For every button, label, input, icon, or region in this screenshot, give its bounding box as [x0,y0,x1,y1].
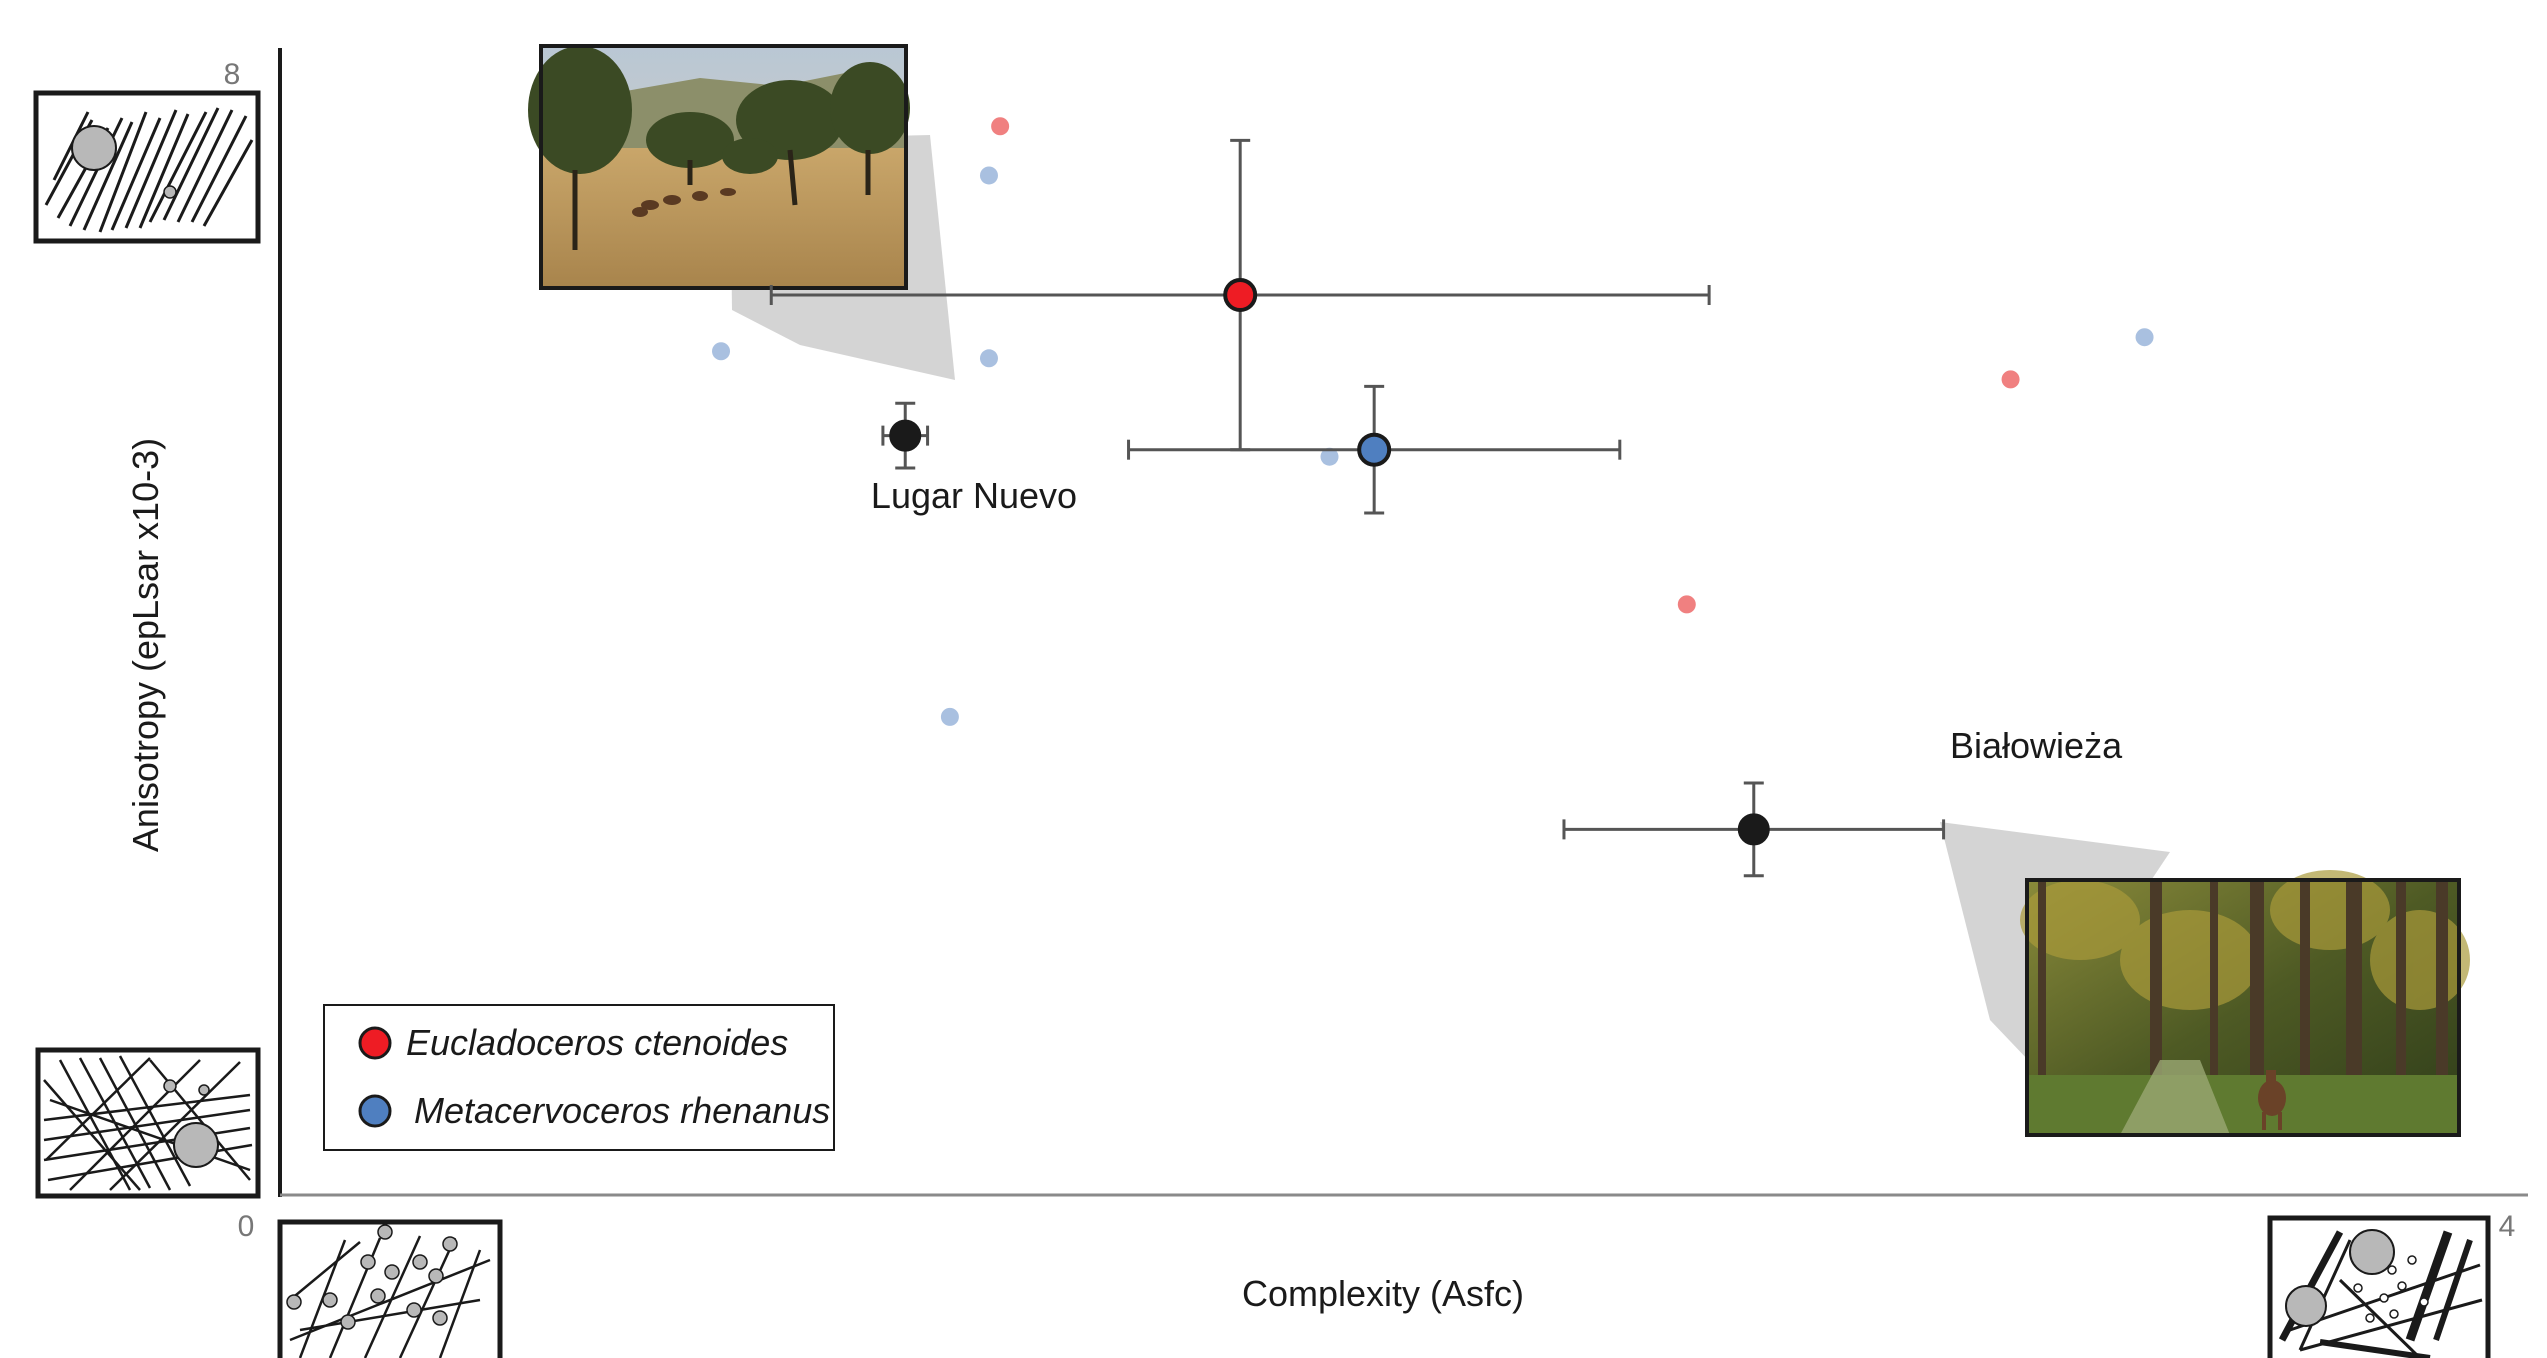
x-axis-title: Complexity (Asfc) [1242,1273,1524,1314]
schematic-bottom-left [35,1047,261,1199]
legend-label-metacervoceros: Metacervoceros rhenanus [414,1090,830,1131]
lugar-nuevo-photo-callout [528,44,955,380]
series-1-mean-marker [1357,432,1392,467]
axes [278,48,2528,1197]
legend-box [323,1004,835,1151]
legend-label-eucladoceros: Eucladoceros ctenoides [406,1022,788,1063]
site-label-lugar-nuevo: Lugar Nuevo [871,475,1077,516]
schematic-bottom-x-left [277,1219,503,1358]
y-tick-top: 8 [224,58,241,91]
series-0-mean-marker [1223,278,1258,312]
reference-site-0-mean-marker [889,419,922,452]
bialowieza-photo-callout [1940,822,2470,1137]
x-tick-left: 0 [238,1210,255,1243]
legend: Eucladoceros ctenoides Metacervoceros rh… [323,1004,835,1151]
plot-area [712,117,2154,878]
lugar-nuevo-habitat-photo [528,44,910,290]
series-1-point-2 [979,349,998,368]
reference-site-1-mean-marker [1737,813,1770,846]
site-label-bialowieza: Białowieża [1950,725,2123,766]
x-tick-right: 4 [2499,1210,2516,1243]
bialowieza-habitat-photo [2020,870,2470,1137]
schematic-bottom-x-right [2267,1215,2491,1358]
series-0-point-0 [991,117,1010,136]
series-1-point-3 [1320,447,1339,466]
series-0-point-1 [1677,595,1696,614]
legend-marker-eucladoceros [358,1026,392,1060]
legend-marker-metacervoceros [358,1094,392,1128]
series-1-point-0 [979,166,998,185]
series-1-point-1 [712,342,731,361]
y-axis-title: Anisotropy (epLsar x10-3) [125,438,166,852]
series-1-point-4 [940,707,959,726]
schematic-top-left [33,90,261,244]
series-0-point-2 [2001,370,2020,389]
series-1-point-5 [2135,328,2154,347]
